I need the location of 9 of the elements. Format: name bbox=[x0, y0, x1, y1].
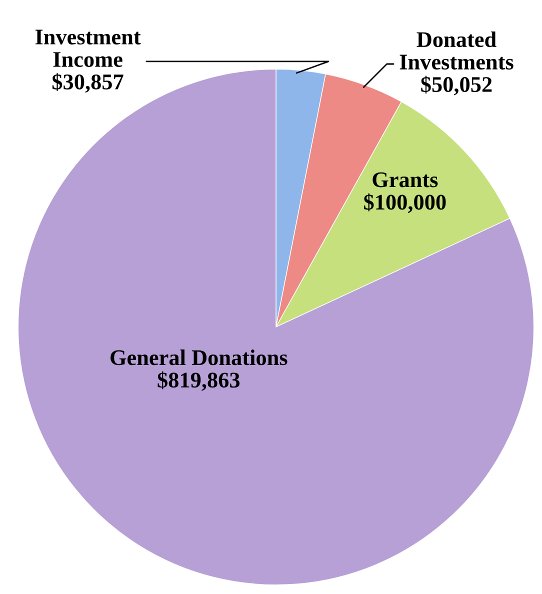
slice-label: General Donations bbox=[110, 350, 288, 366]
slice-label: Grants bbox=[372, 172, 438, 188]
pie-slice bbox=[18, 68, 534, 586]
data-label: $100,000 bbox=[364, 193, 446, 213]
data-label: $30,857 bbox=[52, 73, 124, 93]
slice-label: Investment Income bbox=[35, 30, 141, 67]
slice-label: Donated Investments bbox=[400, 31, 514, 70]
data-label: $819,863 bbox=[158, 371, 240, 391]
data-label: $50,052 bbox=[421, 76, 492, 96]
